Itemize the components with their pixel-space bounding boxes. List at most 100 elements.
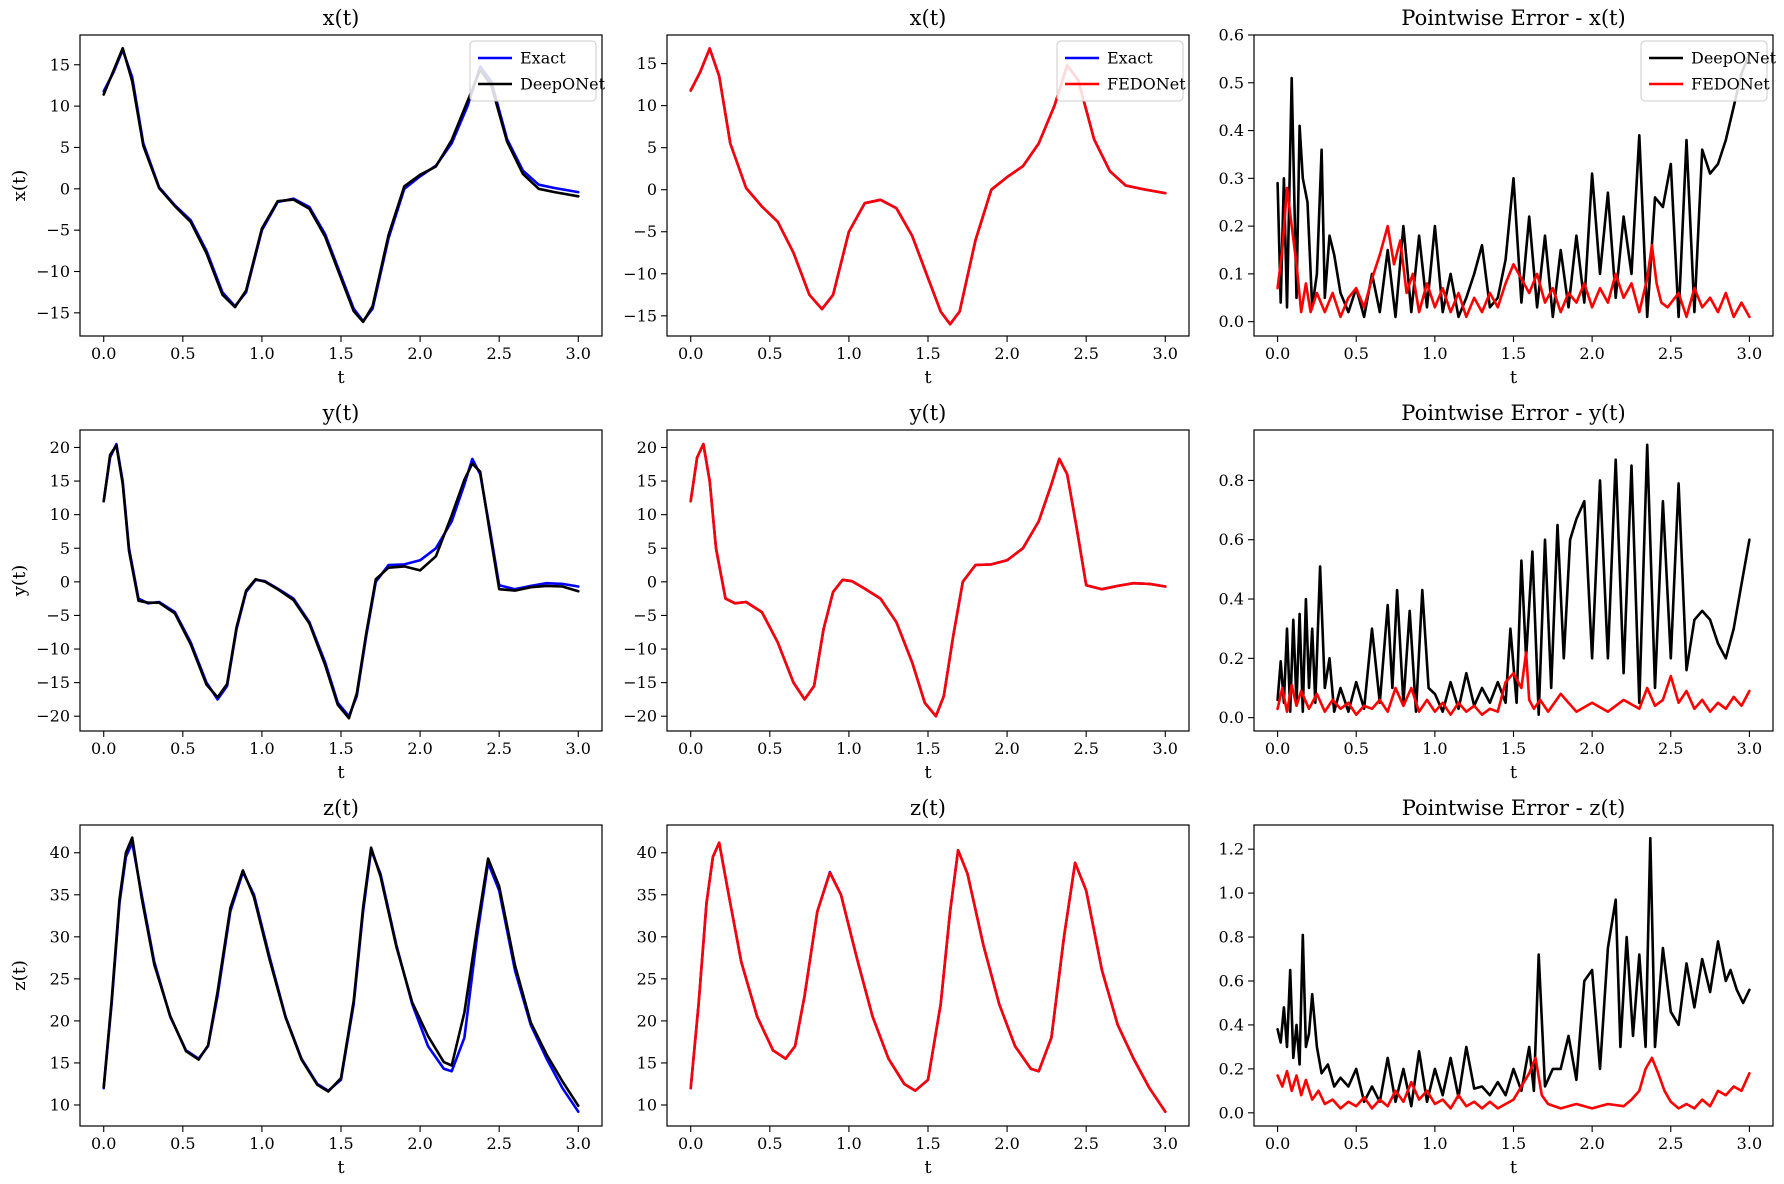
x-tick-label: 2.0 [994,739,1019,758]
y-tick-label: 0 [647,572,657,591]
y-tick-label: 0.6 [1219,530,1244,549]
y-tick-label: 10 [637,1095,657,1114]
chart-title: y(t) [322,401,360,425]
x-tick-label: 0.0 [1265,344,1290,363]
x-tick-label: 1.0 [249,739,274,758]
legend-frame [1056,40,1184,102]
y-tick-label: −10 [623,264,657,283]
series-line-fedonet [1276,186,1751,319]
y-tick-label: 35 [637,885,657,904]
y-tick-label: 0.5 [1219,73,1244,92]
x-tick-label: 1.5 [1501,739,1526,758]
chart-title: Pointwise Error - y(t) [1401,401,1625,425]
y-tick-label: 20 [50,1011,70,1030]
x-tick-label: 3.0 [1153,1134,1178,1153]
chart-y_deeponet: y(t) 0.0 0.5 1.0 1.5 2.0 2.5 3.0 −20 −15 −10 −5 0 5 10… [9,401,603,783]
x-tick-label: 3.0 [1737,1134,1762,1153]
x-tick-label: 2.5 [486,344,511,363]
y-tick-label: 0 [60,572,70,591]
y-tick-label: 0.2 [1219,649,1244,668]
x-tick-label: 1.0 [249,344,274,363]
y-tick-label: 35 [50,885,70,904]
x-tick-label: 1.5 [328,344,353,363]
legend: Exact DeepONet [469,40,606,102]
y-tick-label: 15 [50,472,70,491]
x-tick-label: 0.5 [1344,1134,1369,1153]
x-tick-label: 1.0 [1422,344,1447,363]
x-axis-label: t [337,762,345,783]
y-tick-label: −20 [623,707,657,726]
y-tick-label: 10 [50,505,70,524]
y-tick-label: 1.2 [1219,840,1244,859]
y-tick-label: −15 [36,303,70,322]
x-tick-label: 0.0 [678,344,703,363]
y-tick-label: 5 [647,539,657,558]
x-tick-label: 0.5 [170,739,195,758]
y-tick-label: 10 [50,97,70,116]
chart-x_fedonet: x(t) 0.0 0.5 1.0 1.5 2.0 2.5 3.0 −15 −10 −5 0 5 10 15 t… [623,6,1190,388]
x-tick-label: 0.5 [757,344,782,363]
legend-label: Exact [1107,49,1153,68]
y-tick-label: −5 [633,606,657,625]
y-tick-label: 20 [637,438,657,457]
y-tick-label: −10 [623,640,657,659]
y-axis-label: z(t) [9,960,30,991]
y-tick-label: 0 [60,179,70,198]
x-axis-label: t [1510,367,1518,388]
y-tick-label: 15 [50,1053,70,1072]
y-tick-label: 40 [50,843,70,862]
y-tick-label: 0.6 [1219,971,1244,990]
x-axis-label: t [337,1157,345,1178]
y-tick-label: 1.0 [1219,884,1244,903]
x-tick-label: 3.0 [1737,344,1762,363]
y-tick-label: 30 [50,927,70,946]
y-tick-label: 0.0 [1219,312,1244,331]
y-tick-label: −15 [623,673,657,692]
x-axis-label: t [337,367,345,388]
x-tick-label: 2.0 [994,344,1019,363]
y-tick-label: −20 [36,707,70,726]
x-tick-label: 0.5 [170,344,195,363]
legend-label: FEDONet [1691,75,1770,94]
x-tick-label: 1.5 [328,1134,353,1153]
x-tick-label: 1.0 [836,739,861,758]
series-line-deeponet [1276,836,1751,1108]
legend-label: FEDONet [1107,75,1186,94]
y-tick-label: 25 [637,969,657,988]
series-line-exact [102,442,580,718]
x-tick-label: 0.5 [757,1134,782,1153]
y-tick-label: 30 [637,927,657,946]
y-tick-label: 15 [637,54,657,73]
y-tick-label: 0 [647,180,657,199]
y-tick-label: 15 [637,472,657,491]
plot-lines [689,841,1167,1113]
chart-title: z(t) [910,796,946,820]
y-tick-label: 20 [637,1011,657,1030]
y-tick-label: −15 [623,306,657,325]
x-tick-label: 1.5 [915,344,940,363]
chart-y_error: Pointwise Error - y(t) 0.0 0.5 1.0 1.5 2.0 2.5… [1219,401,1774,783]
y-axis-label: y(t) [9,565,30,597]
chart-z_fedonet: z(t) 0.0 0.5 1.0 1.5 2.0 2.5 3.0 10 15 20 25 30 35 40 t [637,796,1190,1178]
series-line-fedonet [1276,651,1751,717]
y-tick-label: 0.6 [1219,26,1244,45]
x-tick-label: 3.0 [566,1134,591,1153]
plot-lines [102,442,580,720]
series-line-fedonet [689,841,1167,1113]
x-tick-label: 0.0 [91,1134,116,1153]
series-line-deeponet [102,444,580,720]
chart-title: y(t) [909,401,947,425]
series-line-deeponet [1276,443,1751,717]
y-tick-label: −10 [36,262,70,281]
y-tick-label: 0.0 [1219,1103,1244,1122]
plot-lines [1276,443,1751,717]
x-tick-label: 1.0 [249,1134,274,1153]
chart-title: x(t) [910,6,947,30]
y-tick-label: 0.2 [1219,1059,1244,1078]
x-tick-label: 2.0 [407,1134,432,1153]
plot-lines [689,442,1167,718]
y-tick-label: 0.2 [1219,217,1244,236]
legend-label: Exact [520,49,566,68]
y-tick-label: 10 [637,505,657,524]
